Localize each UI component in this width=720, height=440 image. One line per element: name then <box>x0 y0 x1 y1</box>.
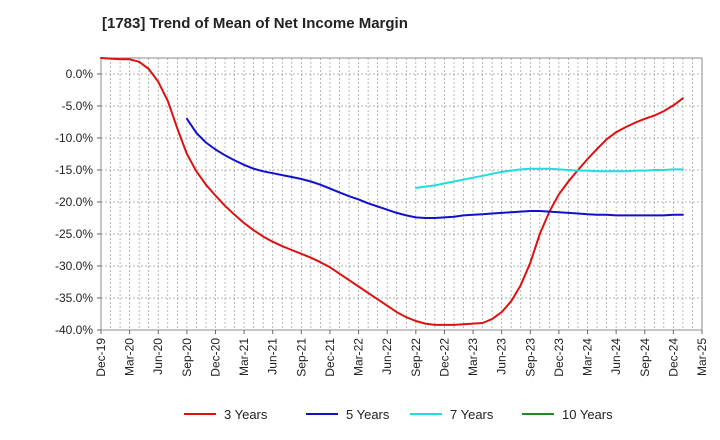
x-tick-label: Dec-24 <box>666 338 680 377</box>
y-tick-label: -15.0% <box>55 163 93 177</box>
x-tick-label: Mar-20 <box>123 338 137 376</box>
chart-title: [1783] Trend of Mean of Net Income Margi… <box>102 15 408 32</box>
y-tick-label: 0.0% <box>66 67 94 81</box>
x-tick-label: Sep-23 <box>523 338 537 377</box>
x-tick-label: Dec-21 <box>323 338 337 377</box>
y-tick-label: -20.0% <box>55 195 93 209</box>
x-tick-label: Dec-19 <box>94 338 108 377</box>
legend-label-5-years: 5 Years <box>346 407 390 422</box>
x-tick-label: Sep-22 <box>409 338 423 377</box>
y-tick-label: -30.0% <box>55 259 93 273</box>
x-tick-label: Sep-21 <box>294 338 308 377</box>
x-tick-label: Mar-25 <box>695 338 709 376</box>
y-tick-label: -40.0% <box>55 323 93 337</box>
plot-area <box>100 57 703 331</box>
legend-label-3-years: 3 Years <box>224 407 268 422</box>
x-tick-label: Mar-23 <box>466 338 480 376</box>
legend-label-7-years: 7 Years <box>450 407 494 422</box>
x-tick-label: Dec-23 <box>552 338 566 377</box>
x-tick-label: Sep-24 <box>638 338 652 377</box>
x-tick-label: Dec-22 <box>437 338 451 377</box>
y-tick-label: -5.0% <box>62 99 94 113</box>
x-tick-label: Jun-21 <box>266 338 280 375</box>
x-tick-label: Mar-21 <box>237 338 251 376</box>
y-tick-label: -10.0% <box>55 131 93 145</box>
x-tick-label: Jun-23 <box>495 338 509 375</box>
series-line-3-years <box>100 57 684 326</box>
x-tick-label: Sep-20 <box>180 338 194 377</box>
y-tick-label: -35.0% <box>55 291 93 305</box>
legend-label-10-years: 10 Years <box>562 407 613 422</box>
y-tick-label: -25.0% <box>55 227 93 241</box>
x-tick-label: Dec-20 <box>208 338 222 377</box>
x-tick-label: Mar-22 <box>352 338 366 376</box>
x-tick-label: Jun-24 <box>609 338 623 375</box>
series-line-7-years <box>414 167 684 189</box>
x-tick-label: Mar-24 <box>581 338 595 376</box>
series-line-5-years <box>185 117 684 219</box>
x-tick-label: Jun-22 <box>380 338 394 375</box>
x-tick-label: Jun-20 <box>151 338 165 375</box>
